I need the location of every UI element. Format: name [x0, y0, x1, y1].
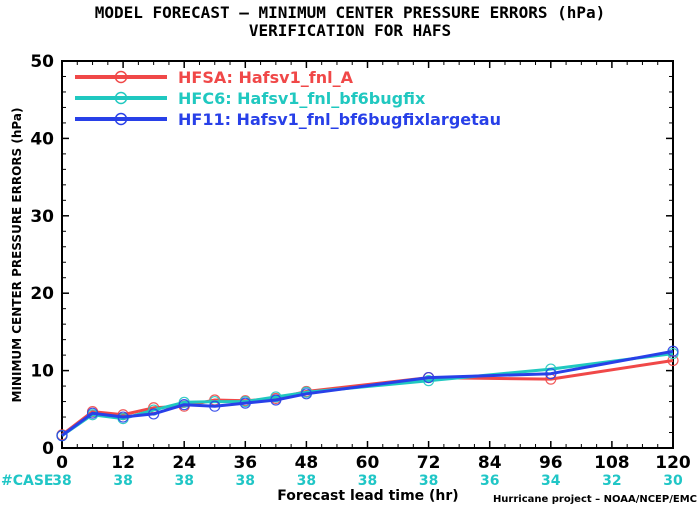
plot-area: 0 10 20 30 40 50 0 12 24 36 48 60 72 84 96 108 120 38 38 38…: [30, 52, 691, 489]
x-tick-label: 72: [417, 453, 441, 473]
series-point-2: [667, 345, 679, 357]
series-point-2: [300, 388, 312, 400]
x-tick-label: 24: [172, 453, 196, 473]
y-tick-label: 30: [30, 207, 54, 227]
legend-label-1: HFC6: Hafsv1_fnl_bf6bugfix: [178, 89, 426, 108]
series-point-2: [209, 400, 221, 412]
case-count: 38: [297, 473, 316, 489]
series-point-0: [667, 354, 679, 367]
legend-marker-2: [114, 112, 128, 126]
case-count: 36: [480, 473, 499, 489]
x-tick-label: 12: [111, 453, 135, 473]
series-point-2: [423, 371, 435, 384]
case-count: 38: [419, 473, 438, 489]
series-point-2: [239, 397, 251, 409]
series-point-2: [270, 394, 282, 406]
x-tick-label: 96: [539, 453, 563, 473]
case-count: 30: [663, 473, 683, 489]
series-line-0: [61, 359, 674, 436]
y-tick-label: 50: [30, 52, 54, 72]
series-point-2: [148, 408, 160, 420]
case-count: 38: [113, 473, 132, 489]
legend-marker-1: [114, 91, 128, 105]
y-tick-label: 20: [30, 284, 54, 304]
series-point-2: [545, 368, 557, 380]
series-point-1: [270, 391, 282, 403]
case-count: 32: [602, 473, 621, 489]
series-point-2: [117, 411, 129, 423]
legend-label-2: HF11: Hafsv1_fnl_bf6bugfixlargetau: [178, 110, 501, 129]
series-point-2: [86, 407, 99, 419]
x-tick-label: 36: [233, 453, 257, 473]
series-point-2: [178, 399, 190, 411]
credit-label: Hurricane project – NOAA/NCEP/EMC: [493, 494, 697, 505]
x-tick-label: 48: [295, 453, 319, 473]
x-tick-label: 60: [356, 453, 380, 473]
case-count: 38: [174, 473, 193, 489]
x-tick-label: 120: [655, 453, 691, 473]
series-point-1: [423, 375, 435, 387]
x-tick-label: 0: [56, 453, 68, 473]
y-tick-label: 0: [42, 439, 54, 459]
case-label: #CASE: [1, 473, 54, 489]
y-axis-label: MINIMUM CENTER PRESSURE ERRORS (hPa): [10, 108, 24, 403]
y-tick-label: 10: [30, 362, 54, 382]
y-tick-label: 40: [30, 129, 54, 149]
legend-label-0: HFSA: Hafsv1_fnl_A: [178, 68, 354, 87]
chart-subtitle: VERIFICATION FOR HAFS: [249, 21, 451, 40]
case-count: 38: [52, 473, 71, 489]
x-tick-label: 84: [478, 453, 502, 473]
case-count: 38: [358, 473, 377, 489]
case-count: 38: [236, 473, 255, 489]
chart-title: MODEL FORECAST – MINIMUM CENTER PRESSURE…: [95, 3, 606, 22]
x-tick-label: 108: [594, 453, 630, 473]
x-axis-label: Forecast lead time (hr): [277, 488, 458, 504]
legend-marker-0: [114, 70, 128, 84]
series-line-1: [61, 352, 674, 437]
case-count: 34: [541, 473, 561, 489]
series-point-2: [56, 430, 68, 442]
